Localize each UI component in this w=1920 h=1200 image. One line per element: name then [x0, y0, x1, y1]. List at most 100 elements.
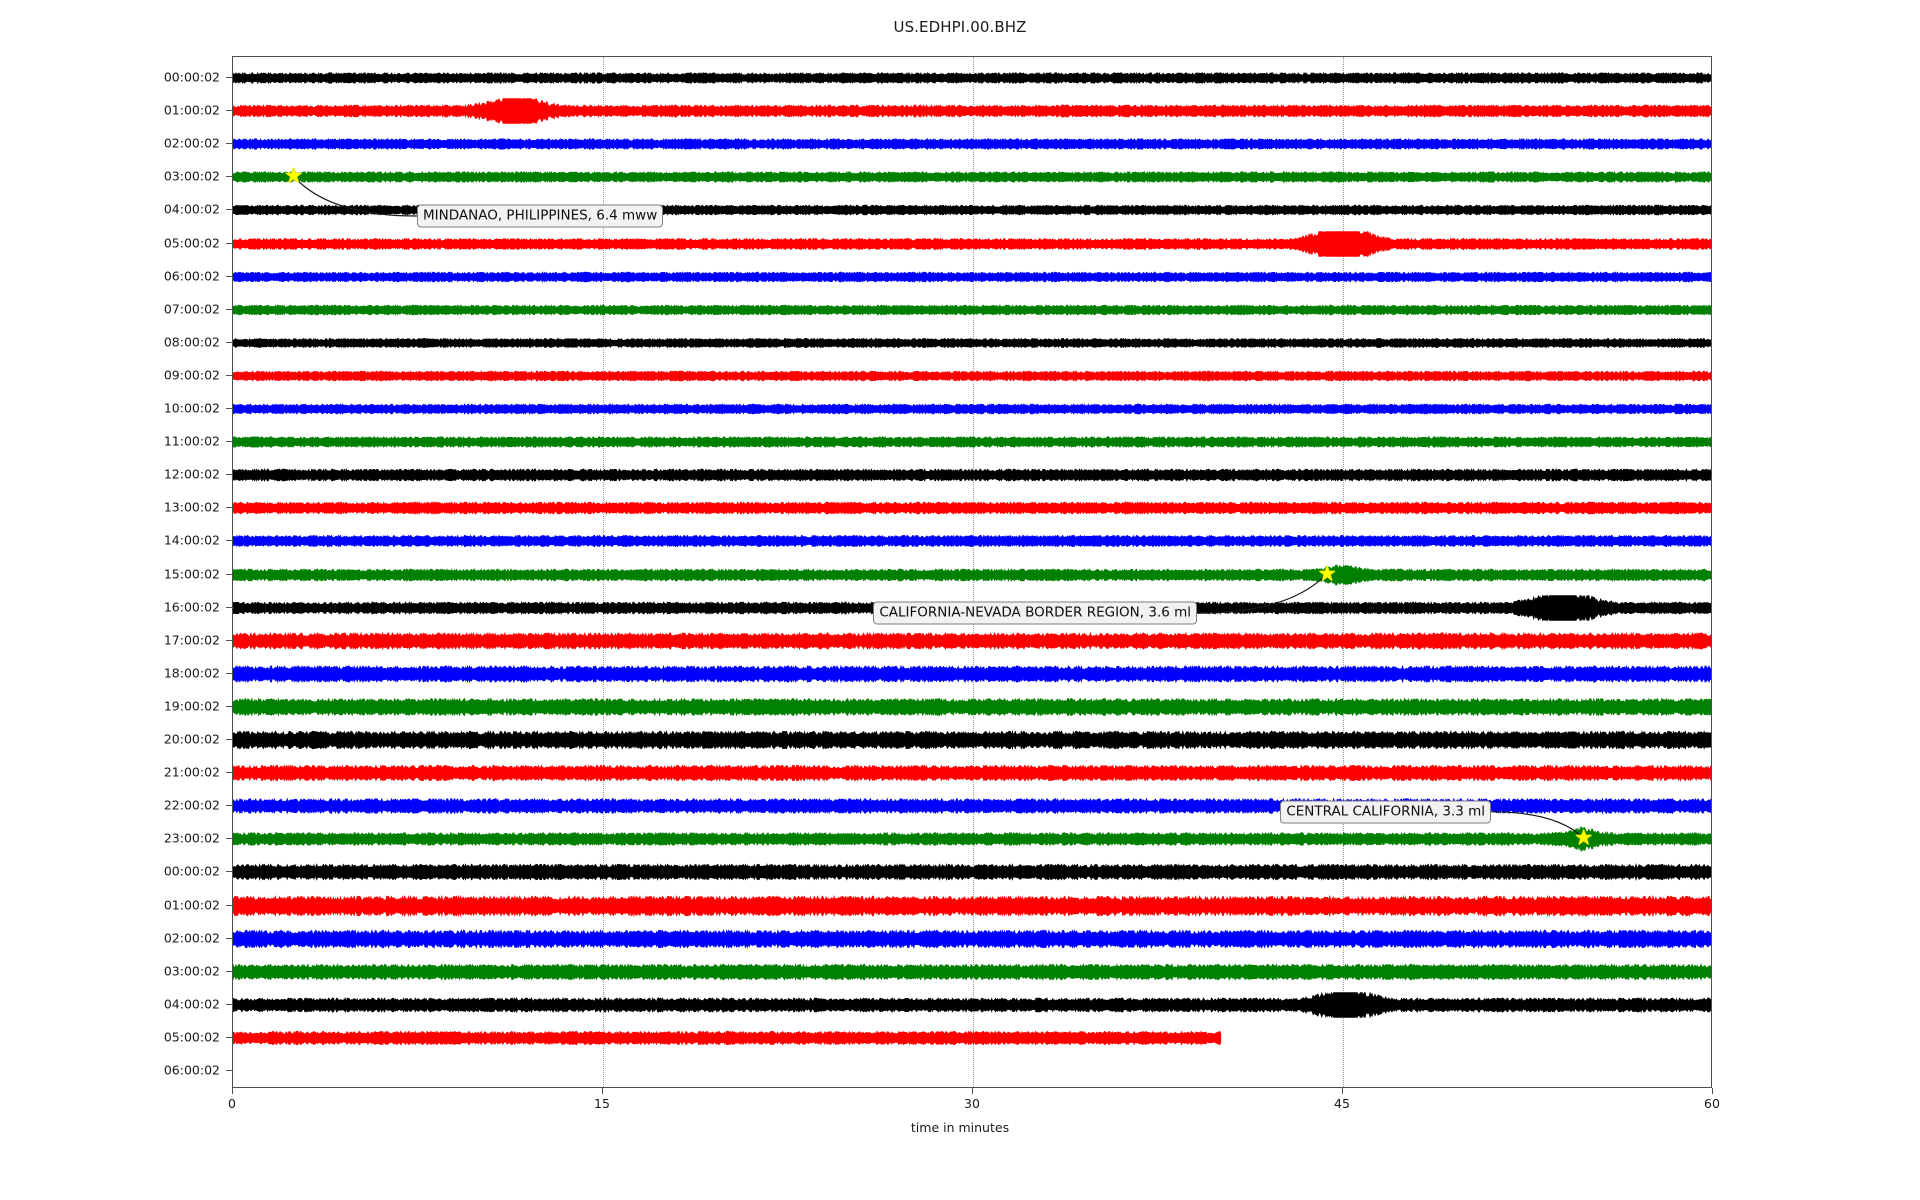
trace-row-30 [233, 1058, 1711, 1084]
y-tick-mark-8 [226, 341, 232, 343]
trace-waveform [233, 338, 1711, 347]
y-tick-label-26: 02:00:02 [163, 930, 220, 946]
x-tick-mark-15 [602, 1088, 603, 1094]
trace-waveform [233, 930, 1711, 948]
trace-row-21 [233, 760, 1711, 786]
y-tick-label-25: 01:00:02 [163, 897, 220, 912]
x-tick-mark-60 [1712, 1088, 1713, 1094]
y-tick-mark-29 [226, 1036, 232, 1038]
y-tick-label-21: 21:00:02 [163, 764, 220, 780]
y-tick-label-7: 07:00:02 [163, 301, 220, 317]
event-label-0[interactable]: MINDANAO, PHILIPPINES, 6.4 mww [417, 204, 664, 228]
trace-row-14 [233, 528, 1711, 554]
y-tick-label-12: 12:00:02 [163, 466, 220, 482]
trace-row-7 [233, 297, 1711, 323]
event-label-1[interactable]: CALIFORNIA-NEVADA BORDER REGION, 3.6 ml [873, 601, 1198, 625]
x-tick-mark-45 [1342, 1088, 1343, 1094]
trace-row-20 [233, 727, 1711, 753]
trace-row-8 [233, 330, 1711, 356]
trace-row-27 [233, 959, 1711, 985]
trace-row-26 [233, 926, 1711, 952]
y-tick-mark-2 [226, 143, 232, 145]
y-tick-mark-10 [226, 408, 232, 409]
y-tick-mark-23 [226, 838, 232, 840]
plot-area [232, 56, 1712, 1088]
y-tick-mark-22 [226, 805, 232, 807]
trace-row-25 [233, 893, 1711, 919]
trace-row-2 [233, 131, 1711, 157]
trace-waveform [233, 1031, 1221, 1045]
trace-waveform [233, 99, 1711, 124]
y-tick-label-18: 18:00:02 [163, 665, 220, 681]
trace-waveform [233, 305, 1711, 315]
x-tick-mark-30 [972, 1088, 973, 1094]
trace-row-11 [233, 429, 1711, 455]
y-tick-mark-6 [226, 275, 232, 277]
page-title: US.EDHPI.00.BHZ [893, 18, 1027, 36]
y-tick-mark-30 [226, 1070, 232, 1071]
trace-row-1 [233, 98, 1711, 124]
y-tick-label-30: 06:00:02 [163, 1062, 220, 1078]
trace-row-10 [233, 396, 1711, 422]
y-tick-label-8: 08:00:02 [163, 334, 220, 350]
trace-waveform [233, 536, 1711, 547]
y-tick-mark-28 [226, 1003, 232, 1005]
y-tick-mark-20 [226, 739, 232, 740]
y-tick-mark-0 [226, 77, 232, 78]
trace-waveform [233, 73, 1711, 84]
trace-row-9 [233, 363, 1711, 389]
trace-waveform [233, 896, 1711, 916]
x-tick-label-15: 15 [594, 1096, 610, 1111]
y-tick-mark-14 [226, 540, 232, 542]
trace-waveform [233, 469, 1711, 481]
trace-waveform [233, 827, 1711, 851]
trace-row-23 [233, 826, 1711, 852]
x-tick-label-0: 0 [228, 1096, 236, 1111]
trace-waveform [233, 865, 1711, 881]
y-tick-label-22: 22:00:02 [163, 797, 220, 813]
y-tick-label-3: 03:00:02 [163, 168, 220, 184]
y-tick-mark-25 [226, 904, 232, 906]
y-tick-label-4: 04:00:02 [163, 201, 220, 217]
x-tick-label-45: 45 [1334, 1096, 1350, 1111]
y-tick-mark-15 [226, 573, 232, 575]
trace-row-12 [233, 462, 1711, 488]
trace-row-29 [233, 1025, 1711, 1051]
trace-row-6 [233, 264, 1711, 290]
y-tick-mark-24 [226, 871, 232, 873]
y-tick-label-16: 16:00:02 [163, 599, 220, 615]
y-tick-mark-1 [226, 110, 232, 112]
y-tick-mark-26 [226, 937, 232, 939]
y-tick-label-5: 05:00:02 [163, 235, 220, 250]
trace-waveform [233, 964, 1711, 980]
y-tick-mark-3 [226, 176, 232, 178]
trace-waveform [233, 404, 1711, 414]
y-tick-mark-9 [226, 374, 232, 376]
event-label-2[interactable]: CENTRAL CALIFORNIA, 3.3 ml [1280, 800, 1492, 824]
trace-waveform [233, 502, 1711, 514]
trace-row-3 [233, 164, 1711, 190]
trace-waveform [233, 698, 1711, 715]
trace-row-24 [233, 859, 1711, 885]
trace-waveform [233, 437, 1711, 448]
y-tick-label-27: 03:00:02 [163, 963, 220, 979]
x-tick-mark-0 [232, 1088, 233, 1094]
y-tick-label-24: 00:00:02 [163, 863, 220, 879]
y-tick-label-20: 20:00:02 [163, 731, 220, 747]
trace-waveform [233, 666, 1711, 682]
y-tick-label-0: 00:00:02 [163, 69, 220, 85]
y-tick-label-17: 17:00:02 [163, 632, 220, 648]
trace-waveform [233, 371, 1711, 381]
y-tick-label-28: 04:00:02 [163, 996, 220, 1012]
y-tick-mark-12 [226, 474, 232, 476]
trace-waveform [233, 172, 1711, 183]
y-tick-label-14: 14:00:02 [163, 532, 220, 548]
y-tick-mark-18 [226, 672, 232, 674]
trace-waveform [233, 272, 1711, 282]
y-tick-mark-4 [226, 209, 232, 211]
trace-row-15 [233, 562, 1711, 588]
trace-row-18 [233, 661, 1711, 687]
trace-row-0 [233, 65, 1711, 91]
x-axis-label: time in minutes [910, 1120, 1010, 1135]
